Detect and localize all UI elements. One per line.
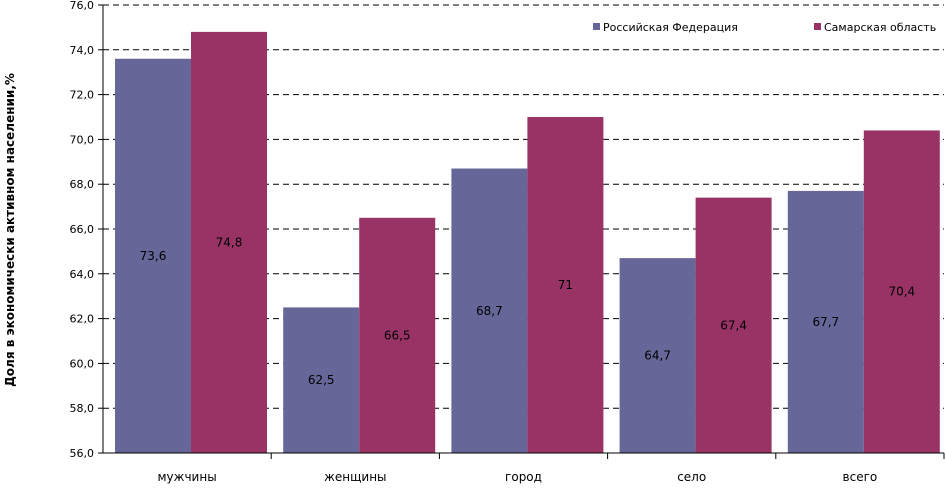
bar-russia [115, 58, 191, 453]
y-tick-labels: 56,0 58,0 60,0 62,0 64,0 66,0 68,0 70,0 72,0 74,0… [70, 0, 95, 460]
data-label: 64,7 [644, 349, 671, 363]
y-tick-label: 62,0 [70, 313, 95, 326]
y-tick-label: 64,0 [70, 268, 95, 281]
x-category-label: всего [843, 470, 878, 484]
y-tick-label: 72,0 [70, 89, 95, 102]
data-label: 73,6 [140, 249, 167, 263]
data-label: 62,5 [308, 373, 335, 387]
legend-swatch [814, 23, 821, 30]
bar-samara [527, 117, 604, 453]
data-label: 74,8 [216, 235, 243, 249]
y-tick-label: 60,0 [70, 357, 95, 370]
bar-russia [283, 307, 360, 453]
bar-samara [863, 130, 940, 453]
x-category-label: город [505, 470, 542, 484]
x-category-labels: мужчины женщины город село всего [158, 470, 878, 484]
axes [98, 4, 945, 459]
y-tick-label: 58,0 [70, 402, 95, 415]
data-label: 66,5 [384, 328, 411, 342]
data-labels: 73,6 74,8 62,5 66,5 68,7 71 64,7 67,4 67,7 70,4 [140, 235, 916, 387]
data-label: 70,4 [888, 285, 915, 299]
data-label: 67,7 [812, 315, 839, 329]
y-tick-label: 66,0 [70, 223, 95, 236]
y-tick-label: 56,0 [70, 447, 95, 460]
y-tick-label: 76,0 [70, 0, 95, 12]
bar-russia [787, 190, 864, 454]
legend: Российская Федерация Самарская область [593, 21, 936, 34]
bar-samara [191, 31, 267, 453]
x-category-label: село [677, 470, 706, 484]
legend-label: Самарская область [824, 21, 936, 34]
bar-samara [359, 217, 436, 453]
data-label: 68,7 [476, 304, 503, 318]
bar-samara [695, 197, 772, 453]
legend-swatch [593, 23, 600, 30]
x-category-label: женщины [324, 470, 386, 484]
data-label: 67,4 [720, 318, 747, 332]
legend-label: Российская Федерация [603, 21, 738, 34]
y-axis-title: Доля в экономически активном населении,% [3, 73, 17, 387]
data-label: 71 [558, 278, 573, 292]
y-tick-label: 74,0 [70, 44, 95, 57]
x-category-label: мужчины [158, 470, 217, 484]
y-tick-label: 70,0 [70, 133, 95, 146]
y-tick-label: 68,0 [70, 178, 95, 191]
bar-russia [619, 258, 696, 453]
bars [115, 31, 940, 454]
bar-russia [451, 168, 528, 453]
